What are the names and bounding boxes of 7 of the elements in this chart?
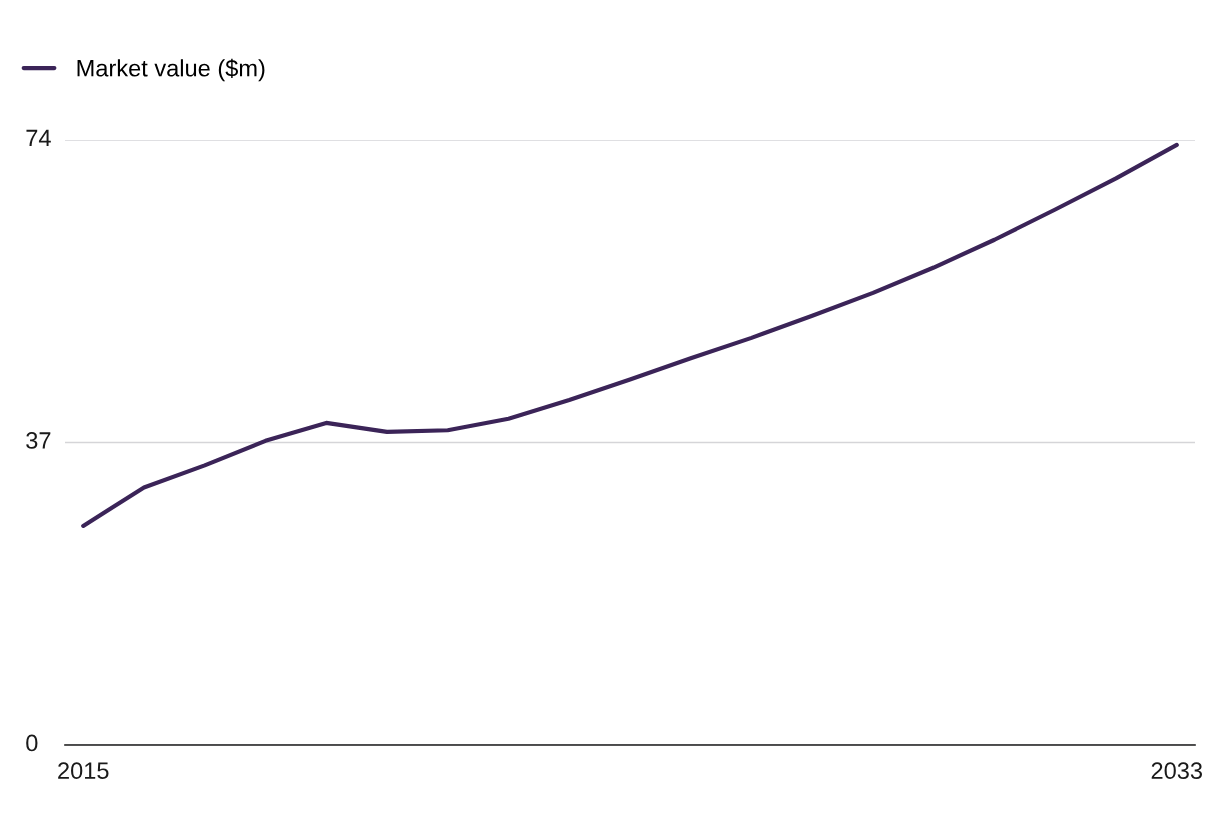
y-tick-label: 0 (26, 734, 38, 752)
x-tick-label: 2015 (58, 762, 109, 780)
line-series (81, 142, 1179, 528)
y-tick-label: 74 (26, 129, 51, 147)
legend-label: Market value ($m) (77, 58, 265, 82)
x-tick-label: 2033 (1151, 762, 1202, 780)
y-tick-label: 37 (26, 432, 51, 449)
